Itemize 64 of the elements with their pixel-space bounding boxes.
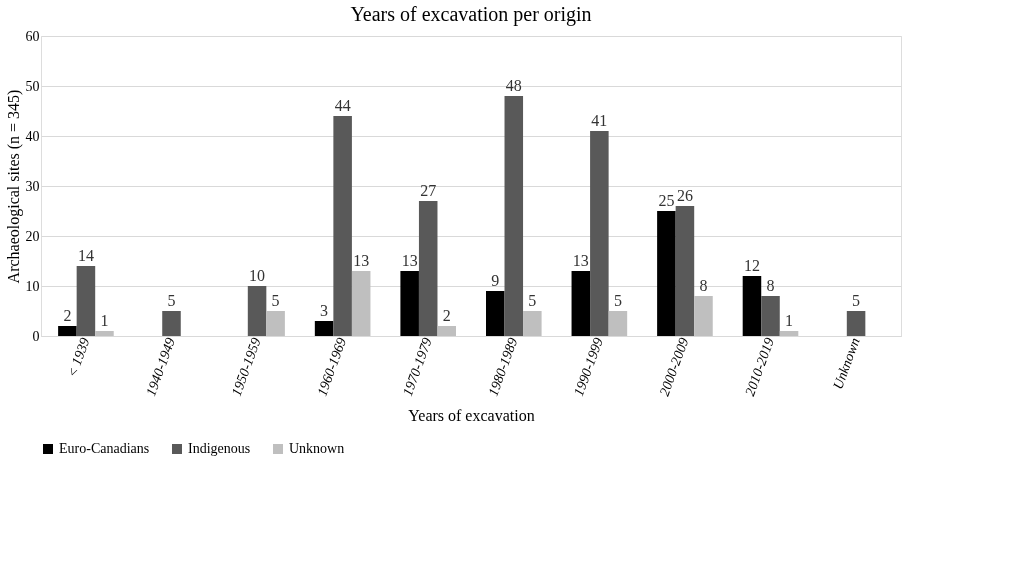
data-label: 8: [766, 277, 775, 294]
y-tick-label: 10: [25, 278, 40, 294]
data-label: 13: [572, 252, 589, 269]
bar: [761, 296, 780, 336]
data-label: 25: [658, 192, 675, 209]
bar: [846, 311, 866, 336]
data-label: 5: [852, 292, 861, 309]
data-label: 5: [613, 292, 622, 309]
y-tick-label: 60: [25, 28, 40, 44]
data-label: 12: [743, 257, 760, 274]
bar: [351, 271, 371, 336]
data-label: 5: [528, 292, 537, 309]
bar: [247, 286, 267, 336]
legend-label: Indigenous: [188, 441, 251, 456]
y-tick-label: 30: [25, 178, 40, 194]
data-label: 41: [591, 112, 608, 129]
bar: [504, 96, 524, 336]
bar: [779, 331, 799, 336]
bar: [314, 321, 334, 336]
bar: [58, 326, 77, 336]
bar: [675, 206, 695, 336]
x-axis-title: Years of excavation: [408, 406, 535, 424]
data-label: 26: [676, 187, 693, 204]
bar: [485, 291, 505, 336]
bar: [437, 326, 457, 336]
data-label: 44: [334, 97, 351, 114]
bar: [76, 266, 96, 336]
chart-title: Years of excavation per origin: [350, 3, 592, 26]
bar: [162, 311, 181, 336]
x-tick-label: < 1939: [64, 335, 93, 380]
data-label: 1: [785, 312, 794, 329]
data-label: 5: [271, 292, 280, 309]
y-tick-label: 40: [25, 128, 40, 144]
data-label: 13: [401, 252, 418, 269]
y-axis-title: Archaeological sites (n = 345): [4, 89, 23, 284]
data-label: 5: [167, 292, 176, 309]
data-label: 48: [505, 77, 522, 94]
data-label: 8: [699, 277, 708, 294]
data-label: 2: [442, 307, 451, 324]
bar: [590, 131, 609, 336]
y-tick-label: 50: [25, 78, 40, 94]
bar: [742, 276, 762, 336]
data-label: 2: [63, 307, 72, 324]
bar: [657, 211, 676, 336]
bar: [694, 296, 713, 336]
bar: [333, 116, 352, 336]
data-label: 27: [420, 182, 437, 199]
bar: [95, 331, 114, 336]
data-label: 14: [77, 247, 94, 264]
data-label: 3: [320, 302, 329, 319]
y-tick-label: 20: [25, 228, 40, 244]
data-label: 13: [353, 252, 370, 269]
data-label: 10: [249, 267, 266, 284]
legend-label: Euro-Canadians: [59, 441, 150, 456]
bar: [523, 311, 542, 336]
legend-label: Unknown: [289, 441, 345, 456]
bar: [418, 201, 438, 336]
data-label: 9: [491, 272, 500, 289]
data-label: 1: [100, 312, 109, 329]
bar: [608, 311, 628, 336]
bar: [571, 271, 591, 336]
bar: [400, 271, 419, 336]
y-tick-label: 0: [32, 328, 40, 344]
bar: [266, 311, 285, 336]
